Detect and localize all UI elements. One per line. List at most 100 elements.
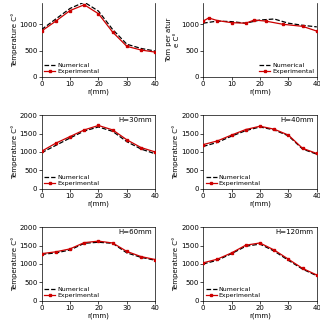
Experimental <box>68 135 72 139</box>
Experimental <box>244 21 248 25</box>
Numerical <box>82 0 86 4</box>
Experimental <box>201 19 205 23</box>
Text: H=40mm: H=40mm <box>280 117 313 124</box>
Numerical <box>286 134 290 138</box>
Experimental <box>153 150 157 154</box>
Numerical <box>258 125 262 129</box>
Numerical <box>215 19 219 23</box>
Legend: Numerical, Experimental: Numerical, Experimental <box>205 174 261 187</box>
Experimental <box>139 146 143 149</box>
Experimental <box>315 29 319 33</box>
Numerical <box>153 49 157 53</box>
Numerical <box>258 242 262 246</box>
Experimental <box>286 133 290 137</box>
Experimental <box>315 152 319 156</box>
X-axis label: r(mm): r(mm) <box>88 312 109 319</box>
Numerical <box>139 147 143 151</box>
Line: Experimental: Experimental <box>40 4 157 53</box>
Experimental <box>301 146 305 150</box>
Experimental <box>125 250 129 253</box>
Experimental <box>40 252 44 256</box>
Numerical <box>97 240 100 244</box>
Experimental <box>54 250 58 254</box>
Numerical <box>315 152 319 156</box>
Experimental <box>82 241 86 244</box>
Experimental <box>229 133 233 137</box>
Experimental <box>258 124 262 128</box>
Line: Experimental: Experimental <box>202 125 318 155</box>
Line: Numerical: Numerical <box>203 19 317 27</box>
Experimental <box>97 239 100 243</box>
Experimental <box>301 267 305 270</box>
Experimental <box>201 261 205 265</box>
Numerical <box>40 28 44 31</box>
Legend: Numerical, Experimental: Numerical, Experimental <box>205 286 261 299</box>
Numerical <box>68 248 72 252</box>
Line: Numerical: Numerical <box>42 2 155 51</box>
Legend: Numerical, Experimental: Numerical, Experimental <box>259 62 315 75</box>
Numerical <box>244 244 248 248</box>
Legend: Numerical, Experimental: Numerical, Experimental <box>44 174 100 187</box>
Experimental <box>82 128 86 132</box>
Numerical <box>229 134 233 138</box>
Numerical <box>111 28 115 31</box>
Y-axis label: Tom per atur
e C°: Tom per atur e C° <box>166 18 180 62</box>
Experimental <box>215 19 219 22</box>
Numerical <box>139 255 143 259</box>
Experimental <box>68 247 72 251</box>
Numerical <box>215 140 219 144</box>
Y-axis label: Temperature C°: Temperature C° <box>173 125 180 179</box>
X-axis label: r(mm): r(mm) <box>88 200 109 207</box>
Line: Experimental: Experimental <box>40 124 157 153</box>
Numerical <box>286 258 290 262</box>
Experimental <box>125 44 129 48</box>
Line: Numerical: Numerical <box>203 127 317 154</box>
Experimental <box>111 128 115 132</box>
Numerical <box>111 130 115 133</box>
Experimental <box>272 127 276 131</box>
Line: Numerical: Numerical <box>42 127 155 154</box>
Experimental <box>153 50 157 54</box>
Numerical <box>301 267 305 271</box>
Numerical <box>68 136 72 140</box>
Numerical <box>272 249 276 253</box>
Numerical <box>272 17 276 21</box>
Experimental <box>40 29 44 33</box>
Numerical <box>201 145 205 148</box>
Text: H=60mm: H=60mm <box>118 229 152 235</box>
Experimental <box>68 9 72 12</box>
X-axis label: r(mm): r(mm) <box>249 88 271 95</box>
Experimental <box>229 21 233 25</box>
Y-axis label: Temperature C°: Temperature C° <box>11 125 18 179</box>
Experimental <box>244 243 248 247</box>
Experimental <box>97 12 100 16</box>
Y-axis label: Temperature C°: Temperature C° <box>11 237 18 291</box>
Experimental <box>82 3 86 7</box>
Numerical <box>286 21 290 25</box>
Experimental <box>207 16 211 20</box>
Experimental <box>201 143 205 147</box>
Experimental <box>281 22 284 26</box>
Numerical <box>201 21 205 25</box>
Experimental <box>215 257 219 261</box>
Experimental <box>111 30 115 34</box>
Numerical <box>125 140 129 144</box>
Numerical <box>153 152 157 156</box>
Experimental <box>111 241 115 245</box>
Experimental <box>215 139 219 143</box>
Numerical <box>244 21 248 25</box>
Experimental <box>54 141 58 145</box>
Line: Numerical: Numerical <box>42 242 155 260</box>
Numerical <box>315 274 319 278</box>
Numerical <box>315 25 319 29</box>
Numerical <box>125 251 129 255</box>
Experimental <box>244 128 248 132</box>
Experimental <box>40 149 44 153</box>
Line: Numerical: Numerical <box>203 244 317 276</box>
Numerical <box>125 42 129 46</box>
Legend: Numerical, Experimental: Numerical, Experimental <box>44 62 100 75</box>
Numerical <box>97 9 100 13</box>
Experimental <box>264 19 268 23</box>
Numerical <box>258 18 262 22</box>
Line: Experimental: Experimental <box>40 240 157 261</box>
